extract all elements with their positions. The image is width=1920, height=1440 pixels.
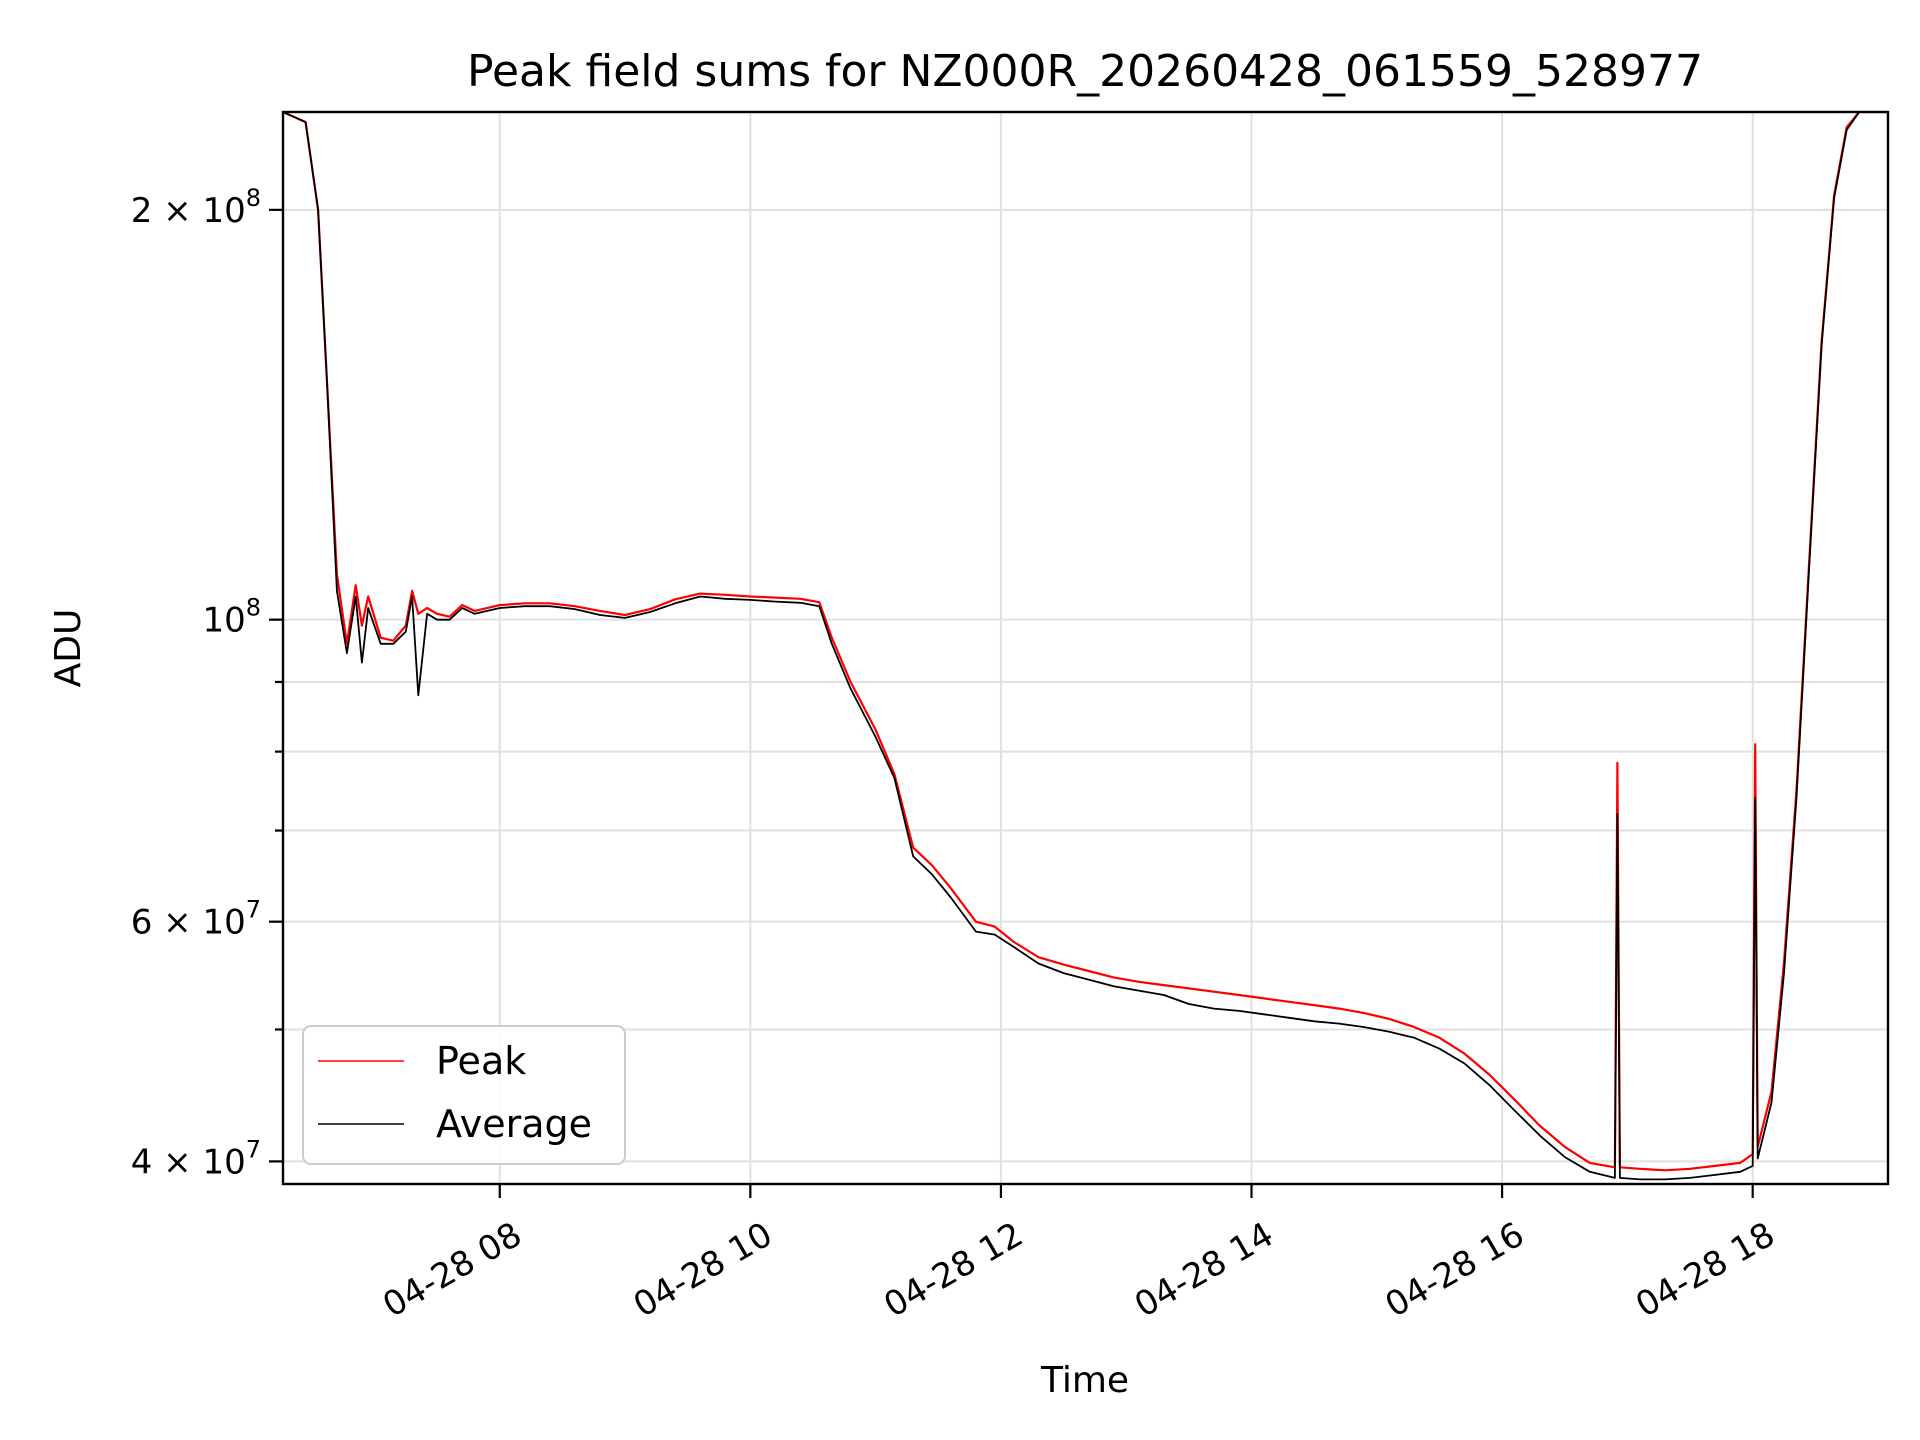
y-tick-label: 108 [202,594,261,641]
y-tick-exponent: 8 [246,594,261,622]
series-line-average [283,112,1888,1181]
legend: Peak Average [302,1025,626,1165]
series-layer [283,112,1888,1181]
legend-label-peak: Peak [436,1039,526,1083]
y-tick-exponent: 7 [246,1135,261,1163]
y-axis-label: ADU [48,609,89,688]
y-tick-mantissa: 2 × 10 [131,191,246,231]
y-tick-label: 4 × 107 [131,1135,261,1182]
y-tick-exponent: 8 [246,184,261,212]
y-tick-mantissa: 10 [202,601,245,641]
chart-title: Peak field sums for NZ000R_20260428_0615… [467,46,1703,97]
x-axis-label: Time [1040,1360,1129,1401]
y-tick-label: 2 × 108 [131,184,261,231]
y-tick-mantissa: 6 × 10 [131,903,246,943]
y-tick-mantissa: 4 × 10 [131,1142,246,1182]
y-tick-label: 6 × 107 [131,896,261,943]
y-tick-exponent: 7 [246,896,261,924]
series-line-peak [283,112,1888,1172]
legend-label-average: Average [436,1102,592,1146]
plot-frame [281,110,1890,1186]
